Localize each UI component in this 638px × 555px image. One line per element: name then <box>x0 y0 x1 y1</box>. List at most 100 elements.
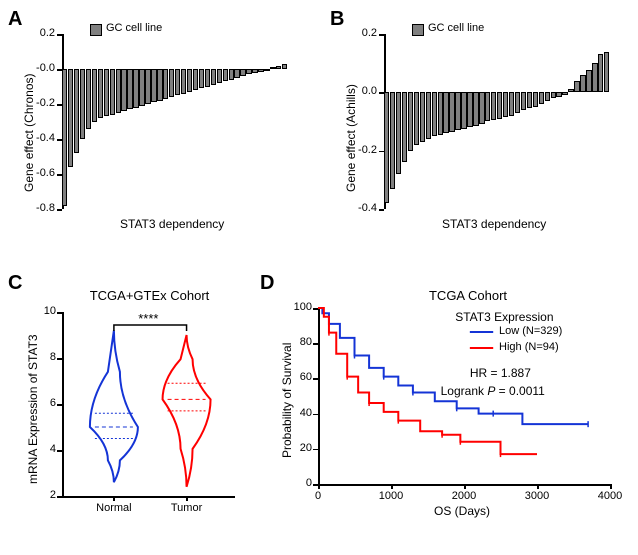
bar <box>497 92 502 118</box>
bar <box>181 69 186 94</box>
bar <box>193 69 198 90</box>
bar <box>503 92 508 117</box>
bar <box>574 81 579 93</box>
bar <box>509 92 514 115</box>
y-tick-label: -0.8 <box>22 202 55 214</box>
bar <box>264 69 269 71</box>
panel-a-label: A <box>8 8 22 31</box>
bar <box>252 69 257 73</box>
bar <box>86 69 91 129</box>
significance-stars: **** <box>138 311 158 326</box>
bar <box>438 92 443 134</box>
bar <box>551 92 556 98</box>
x-axis-label: STAT3 dependency <box>442 217 546 231</box>
bar <box>151 69 156 102</box>
subtitle: STAT3 Expression <box>455 310 553 324</box>
bar <box>74 69 79 153</box>
bar <box>461 92 466 128</box>
bar <box>121 69 126 111</box>
bar <box>515 92 520 112</box>
legend-low-label: Low (N=329) <box>499 325 562 337</box>
bar <box>533 92 538 107</box>
bar <box>545 92 550 101</box>
violin <box>163 335 211 487</box>
bar <box>396 92 401 174</box>
bar <box>229 69 234 80</box>
bar <box>116 69 121 113</box>
bar <box>473 92 478 126</box>
panel-d-label: D <box>260 272 274 295</box>
bar <box>586 70 591 92</box>
bar <box>414 92 419 145</box>
y-tick-label: 10 <box>34 305 56 317</box>
bar <box>234 69 239 78</box>
bar <box>443 92 448 133</box>
bar <box>485 92 490 121</box>
panel-c-label: C <box>8 272 22 295</box>
bar <box>80 69 85 139</box>
y-axis-label: Gene effect (Achills) <box>344 84 358 192</box>
bar <box>145 69 150 104</box>
panel-a: -0.8-0.6-0.4-0.2-0.00.2Gene effect (Chro… <box>62 22 292 237</box>
bar <box>467 92 472 127</box>
bar <box>282 64 287 69</box>
panel-b: -0.4-0.20.00.2Gene effect (Achills)STAT3… <box>384 22 614 237</box>
y-tick-label: 100 <box>286 301 312 313</box>
bar <box>110 69 115 115</box>
bar <box>68 69 73 167</box>
bar <box>217 69 222 83</box>
x-tick-label: Normal <box>89 502 139 514</box>
bar <box>604 52 609 93</box>
bar <box>384 92 389 203</box>
x-axis-label: STAT3 dependency <box>120 217 224 231</box>
bar <box>169 69 174 97</box>
bar <box>562 92 567 95</box>
y-tick-label: -0.0 <box>22 62 55 74</box>
y-axis-label: Gene effect (Chronos) <box>22 73 36 192</box>
bar <box>568 89 573 92</box>
panel-c: TCGA+GTEx Cohort246810mRNA Expression of… <box>62 288 237 520</box>
figure: A -0.8-0.6-0.4-0.2-0.00.2Gene effect (Ch… <box>0 0 638 555</box>
legend-high-label: High (N=94) <box>499 341 559 353</box>
bar <box>98 69 103 118</box>
bar <box>556 92 561 96</box>
bar <box>432 92 437 136</box>
y-tick-label: 2 <box>34 489 56 501</box>
bar <box>426 92 431 139</box>
violin <box>90 330 138 482</box>
bar <box>240 69 245 76</box>
bar <box>408 92 413 150</box>
y-axis-label: mRNA Expression of STAT3 <box>26 334 40 484</box>
y-tick <box>379 34 384 36</box>
bar <box>539 92 544 104</box>
bar <box>580 75 585 93</box>
bar <box>402 92 407 162</box>
bar <box>479 92 484 124</box>
bar <box>420 92 425 142</box>
bar <box>139 69 144 106</box>
bar <box>455 92 460 130</box>
bar <box>62 69 67 206</box>
bar <box>592 63 597 92</box>
bar <box>521 92 526 110</box>
y-tick-label: 0.2 <box>22 27 55 39</box>
y-axis-label: Probability of Survival <box>280 343 294 458</box>
legend-swatch <box>90 24 102 36</box>
bar <box>527 92 532 108</box>
bar <box>187 69 192 92</box>
y-tick-label: 0.2 <box>344 27 377 39</box>
bar <box>276 66 281 70</box>
y-tick <box>379 209 384 211</box>
bar <box>133 69 138 108</box>
bar <box>211 69 216 85</box>
bar <box>491 92 496 120</box>
bar <box>175 69 180 95</box>
bar <box>205 69 210 87</box>
y-tick <box>57 209 62 211</box>
y-tick <box>57 34 62 36</box>
panel-b-label: B <box>330 8 344 31</box>
bar <box>246 69 251 74</box>
bar <box>223 69 228 81</box>
y-tick-label: -0.4 <box>344 202 377 214</box>
bar <box>258 69 263 72</box>
